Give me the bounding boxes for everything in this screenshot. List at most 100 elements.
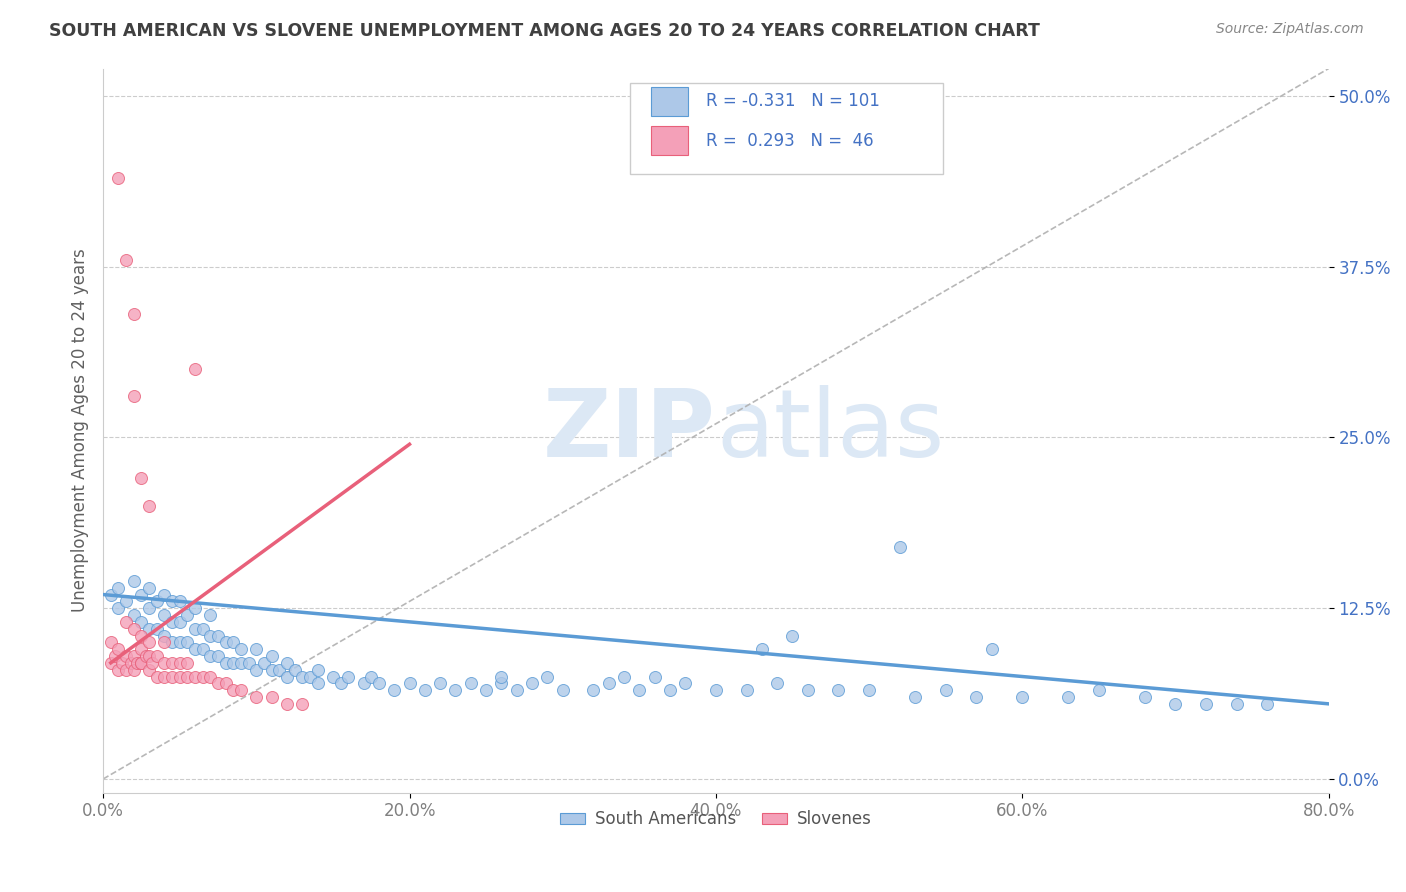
Point [269,663,291,677]
Point [337,669,360,683]
Point [298,669,321,683]
Point [169,669,191,683]
Point [329,676,352,690]
Point [644,669,666,683]
Point [131,656,153,670]
Point [115,648,138,663]
Point [131,588,153,602]
Point [245,663,267,677]
Point [122,389,145,403]
Text: Source: ZipAtlas.com: Source: ZipAtlas.com [1216,22,1364,37]
Y-axis label: Unemployment Among Ages 20 to 24 years: Unemployment Among Ages 20 to 24 years [72,249,89,613]
Point [145,669,167,683]
Point [598,676,620,690]
Point [115,663,138,677]
Point [100,656,122,670]
Point [138,499,160,513]
Point [200,628,222,642]
Point [858,683,880,698]
Point [322,669,344,683]
Point [307,663,329,677]
Text: R = -0.331   N = 101: R = -0.331 N = 101 [706,92,880,110]
Point [551,683,574,698]
Point [138,663,160,677]
Point [169,635,191,649]
Point [222,683,245,698]
Point [169,656,191,670]
Point [889,540,911,554]
Point [238,656,260,670]
Point [153,656,176,670]
Point [965,690,987,704]
Point [160,635,183,649]
Point [138,581,160,595]
Point [153,588,176,602]
Point [1164,697,1187,711]
Point [222,656,245,670]
Point [122,608,145,623]
Point [153,669,176,683]
Point [131,628,153,642]
Point [184,669,207,683]
Point [184,622,207,636]
Point [145,594,167,608]
Point [184,601,207,615]
Point [122,622,145,636]
Point [107,170,129,185]
Point [107,642,129,657]
Point [122,574,145,588]
Point [245,642,267,657]
Point [100,588,122,602]
Point [413,683,436,698]
Point [145,648,167,663]
Point [215,635,238,649]
Point [398,676,420,690]
Legend: South Americans, Slovenes: South Americans, Slovenes [554,804,879,835]
Point [153,608,176,623]
Point [1256,697,1278,711]
Point [360,669,382,683]
Point [184,642,207,657]
Point [207,628,229,642]
Point [658,683,681,698]
Point [260,690,283,704]
Point [260,663,283,677]
Point [245,690,267,704]
Point [169,615,191,629]
Point [367,676,389,690]
Point [135,648,157,663]
Point [141,656,163,670]
Point [284,663,307,677]
Point [229,683,252,698]
Point [491,669,513,683]
Point [291,669,314,683]
Point [1057,690,1080,704]
Point [131,642,153,657]
Point [506,683,529,698]
Point [115,615,138,629]
Point [125,656,148,670]
Point [827,683,849,698]
Point [100,635,122,649]
Point [138,635,160,649]
Point [582,683,605,698]
Point [160,669,183,683]
Point [138,601,160,615]
Text: ZIP: ZIP [543,384,716,476]
Point [153,635,176,649]
Point [491,676,513,690]
Point [276,669,298,683]
Point [160,656,183,670]
Point [797,683,820,698]
Point [191,642,214,657]
Point [169,594,191,608]
Point [200,648,222,663]
Point [1133,690,1156,704]
Point [935,683,957,698]
FancyBboxPatch shape [651,127,688,155]
Point [1088,683,1111,698]
Point [160,615,183,629]
Point [107,663,129,677]
Point [382,683,405,698]
Point [222,635,245,649]
